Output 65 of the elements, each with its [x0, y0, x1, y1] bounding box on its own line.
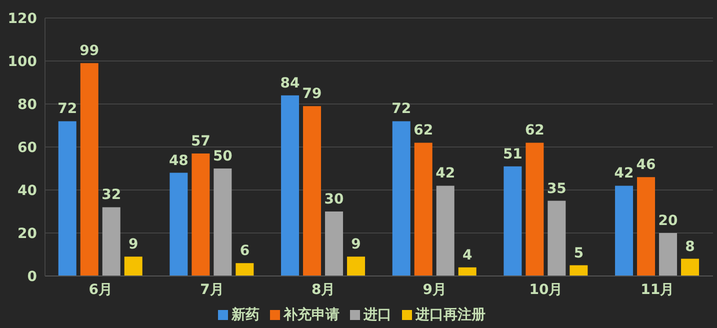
- data-label: 50: [212, 148, 233, 164]
- y-tick-label: 60: [18, 140, 38, 156]
- bar: [303, 106, 322, 276]
- legend-label: 进口再注册: [416, 307, 486, 323]
- bar: [58, 121, 76, 276]
- bar: [681, 258, 700, 276]
- legend-label: 新药: [232, 307, 260, 323]
- bar: [192, 153, 210, 276]
- legend-label: 补充申请: [284, 307, 340, 323]
- x-tick-label: 6月: [88, 282, 113, 298]
- x-tick-label: 10月: [529, 282, 563, 298]
- data-label: 46: [636, 157, 656, 174]
- bar: [170, 172, 188, 276]
- data-label: 5: [574, 245, 584, 262]
- data-label: 4: [462, 247, 472, 264]
- data-label: 9: [351, 236, 361, 253]
- bar: [80, 63, 98, 276]
- bar: [548, 200, 566, 276]
- y-tick-label: 40: [18, 182, 38, 199]
- bar: [214, 168, 232, 276]
- data-label: 32: [102, 187, 122, 204]
- bar: [124, 256, 142, 276]
- bar: [458, 267, 476, 276]
- bar: [504, 166, 522, 276]
- data-label: 42: [614, 166, 634, 182]
- y-tick-label: 100: [8, 54, 38, 70]
- data-label: 72: [392, 101, 412, 118]
- data-label: 8: [685, 238, 695, 255]
- bar: [570, 265, 588, 276]
- x-tick-label: 8月: [311, 282, 336, 298]
- x-tick-label: 9月: [422, 282, 447, 298]
- data-label: 79: [302, 86, 322, 102]
- bar: [659, 233, 678, 276]
- data-label: 20: [658, 213, 678, 229]
- y-tick-label: 120: [8, 10, 38, 27]
- data-label: 99: [80, 43, 100, 60]
- data-label: 42: [436, 166, 456, 182]
- bar: [281, 95, 300, 276]
- data-label: 6: [240, 243, 250, 260]
- bar: [637, 177, 656, 276]
- data-label: 62: [414, 122, 434, 139]
- data-label: 72: [58, 101, 78, 118]
- bar: [236, 263, 254, 276]
- legend-label: 进口: [364, 307, 392, 323]
- data-label: 84: [280, 75, 300, 92]
- data-label: 62: [524, 122, 544, 139]
- x-tick-label: 11月: [640, 282, 674, 298]
- bar: [392, 121, 410, 276]
- data-label: 30: [324, 192, 344, 208]
- bar: [526, 142, 544, 276]
- data-label: 48: [168, 152, 188, 169]
- data-label: 51: [502, 146, 522, 162]
- bar: [615, 186, 634, 276]
- bar: [414, 142, 432, 276]
- y-tick-label: 80: [18, 96, 38, 113]
- y-tick-label: 0: [27, 268, 38, 285]
- bar: [102, 207, 120, 276]
- y-tick-label: 20: [18, 226, 38, 242]
- data-label: 9: [128, 236, 138, 253]
- bar: [347, 256, 366, 276]
- x-tick-label: 7月: [200, 282, 224, 298]
- data-label: 57: [190, 133, 210, 150]
- data-label: 35: [546, 180, 566, 197]
- bar: [325, 212, 344, 276]
- bar: [436, 186, 454, 276]
